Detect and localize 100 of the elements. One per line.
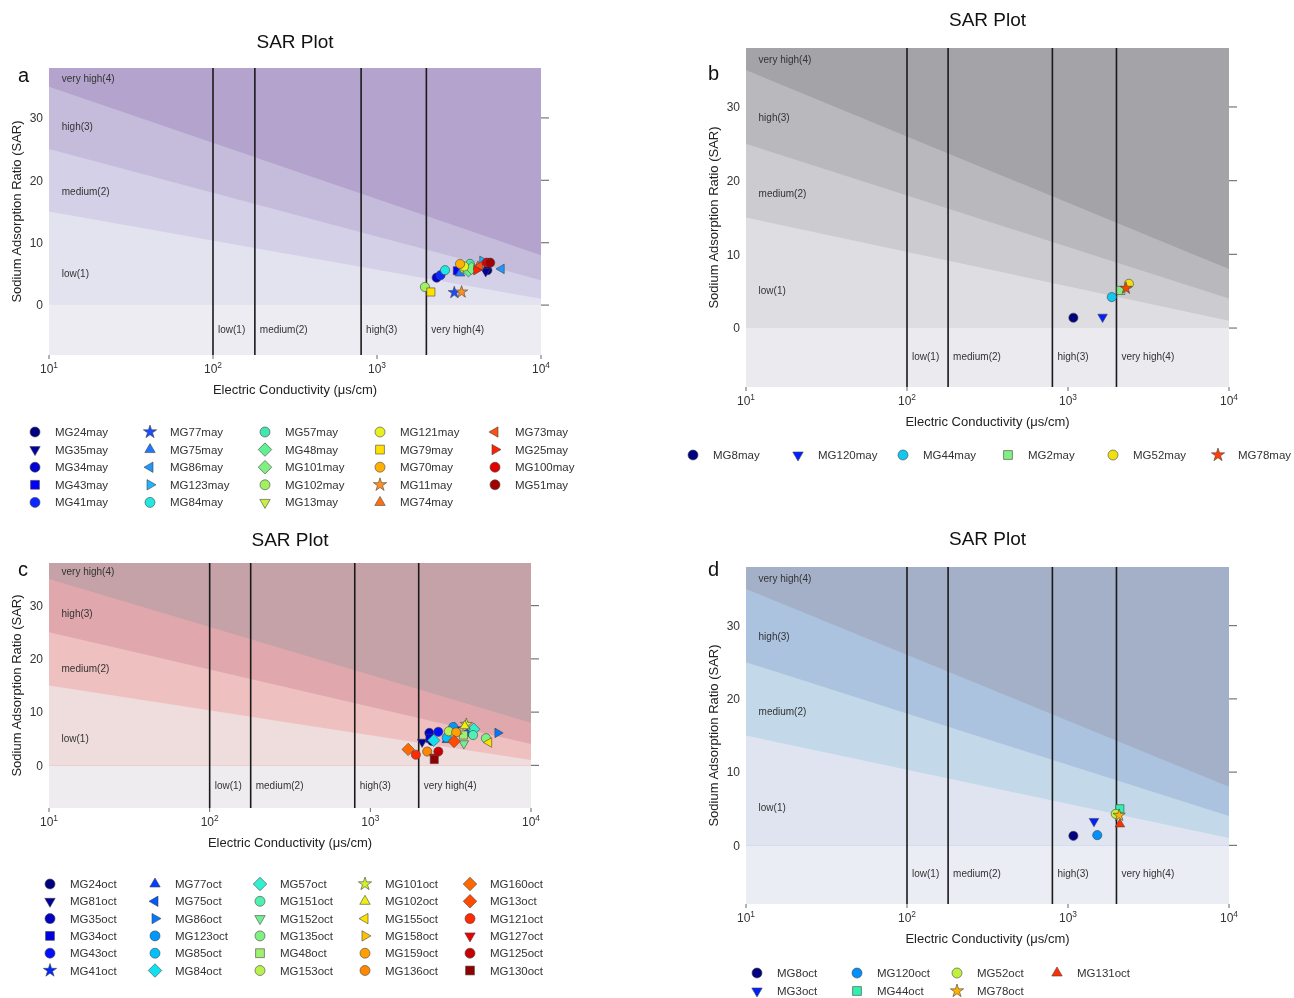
legend-label: MG51may [515, 478, 569, 491]
y-tick-label: 20 [726, 692, 741, 707]
legend-label: MG84may [170, 496, 224, 509]
legend-label: MG13may [285, 496, 339, 509]
x-tick-label: 10$^{2}$ [897, 909, 917, 925]
legend-label: MG43may [55, 478, 109, 491]
annotation: high(3) [61, 607, 93, 619]
legend-label: MG48oct [280, 947, 328, 960]
annotation: low(1) [61, 732, 89, 744]
legend-label: MG120may [818, 449, 878, 462]
annotation: medium(2) [61, 185, 110, 197]
y-axis-title: Sodium Adsorption Ratio (SAR) [706, 644, 721, 827]
x-axis-title: Electric Conductivity (μs/cm) [207, 835, 373, 850]
x-tick-label: 10$^{3}$ [1058, 392, 1078, 408]
x-tick-label: 10$^{4}$ [1219, 909, 1239, 925]
text: a [18, 64, 30, 86]
y-tick-label: 30 [29, 111, 44, 126]
legend-label: MG131oct [1077, 967, 1131, 980]
legend-label: MG8may [713, 449, 760, 462]
legend-label: MG52oct [977, 967, 1025, 980]
ref-line-label: very high(4) [1121, 350, 1175, 362]
legend-label: MG73may [515, 426, 569, 439]
legend-label: MG151oct [280, 895, 334, 908]
y-tick-label: 30 [29, 598, 44, 613]
legend-label: MG135oct [280, 929, 334, 942]
x-tick-label: 10$^{3}$ [367, 360, 387, 376]
ref-line-label: low(1) [912, 350, 940, 362]
legend-label: MG35oct [70, 912, 118, 925]
legend-label: MG8oct [777, 967, 819, 980]
ref-line-label: medium(2) [953, 868, 1001, 880]
x-tick-label: 10$^{3}$ [361, 813, 380, 829]
chart-title: SAR Plot [948, 9, 1027, 30]
x-tick-label: 10$^{4}$ [521, 813, 541, 829]
legend-label: MG78may [1238, 449, 1292, 462]
ref-line-label: high(3) [1057, 868, 1089, 880]
legend-label: MG101oct [385, 878, 439, 891]
y-tick-label: 0 [36, 298, 44, 313]
legend-label: MG34may [55, 461, 109, 474]
annotation: high(3) [758, 112, 790, 123]
legend-label: MG77oct [175, 878, 223, 891]
y-tick-label: 0 [733, 321, 741, 336]
text: b [708, 62, 720, 84]
legend-label: MG52may [1133, 449, 1187, 462]
x-tick-label: 10$^{2}$ [897, 392, 917, 408]
x-tick-label: 10$^{4}$ [1219, 392, 1239, 408]
legend-label: MG158oct [385, 929, 439, 942]
legend-label: MG11may [400, 478, 453, 491]
legend-label: MG153oct [280, 964, 334, 977]
legend-label: MG84oct [175, 964, 223, 977]
legend-label: MG123may [170, 478, 230, 491]
ref-line-label: high(3) [1057, 350, 1089, 362]
ref-line-label: medium(2) [255, 780, 304, 792]
legend-label: MG2may [1028, 449, 1075, 462]
legend-label: MG100may [515, 461, 575, 474]
legend-label: MG125oct [490, 947, 544, 960]
ref-line-label: high(3) [359, 780, 391, 792]
y-tick-label: 30 [726, 100, 741, 115]
legend-label: MG13oct [490, 895, 538, 908]
annotation: very high(4) [61, 566, 115, 578]
legend-label: MG41may [55, 496, 109, 509]
legend-label: MG120oct [877, 967, 931, 980]
y-tick-label: 10 [29, 235, 44, 250]
legend-label: MG121oct [490, 912, 544, 925]
text: c [18, 558, 28, 580]
legend-label: MG86may [170, 461, 224, 474]
x-axis-title: Electric Conductivity (μs/cm) [905, 931, 1070, 946]
y-tick-label: 10 [29, 705, 44, 720]
x-tick-label: 10$^{3}$ [1058, 909, 1078, 925]
legend-label: MG127oct [490, 929, 544, 942]
x-tick-label: 10$^{1}$ [736, 392, 756, 408]
legend-label: MG121may [400, 426, 460, 439]
ref-line-label: very high(4) [431, 323, 485, 335]
legend-label: MG35may [55, 443, 109, 456]
x-tick-label: 10$^{1}$ [39, 360, 59, 376]
y-tick-label: 10 [726, 247, 741, 262]
ref-line-label: low(1) [214, 780, 242, 792]
y-tick-label: 0 [733, 838, 741, 853]
text: d [708, 558, 720, 580]
legend-label: MG74may [400, 496, 454, 509]
ref-line-label: very high(4) [423, 780, 477, 792]
legend-label: MG57oct [280, 878, 328, 891]
legend-label: MG160oct [490, 878, 544, 891]
legend-label: MG102oct [385, 895, 439, 908]
x-tick-label: 10$^{1}$ [736, 909, 756, 925]
y-tick-label: 10 [726, 765, 741, 780]
ref-line-label: high(3) [366, 323, 398, 335]
legend-label: MG77may [170, 426, 224, 439]
y-tick-label: 30 [726, 618, 741, 633]
y-axis-title: Sodium Adsorption Ratio (SAR) [9, 594, 24, 777]
annotation: high(3) [61, 121, 93, 133]
legend-label: MG159oct [385, 947, 439, 960]
ref-line-label: low(1) [912, 868, 940, 880]
annotation: medium(2) [758, 188, 807, 200]
x-tick-label: 10$^{2}$ [200, 813, 220, 829]
chart-title: SAR Plot [948, 528, 1027, 549]
legend-label: MG44may [923, 449, 977, 462]
chart-title: SAR Plot [251, 529, 330, 550]
legend-label: MG43oct [70, 947, 118, 960]
x-tick-label: 10$^{4}$ [531, 360, 551, 376]
y-tick-label: 20 [29, 173, 44, 188]
